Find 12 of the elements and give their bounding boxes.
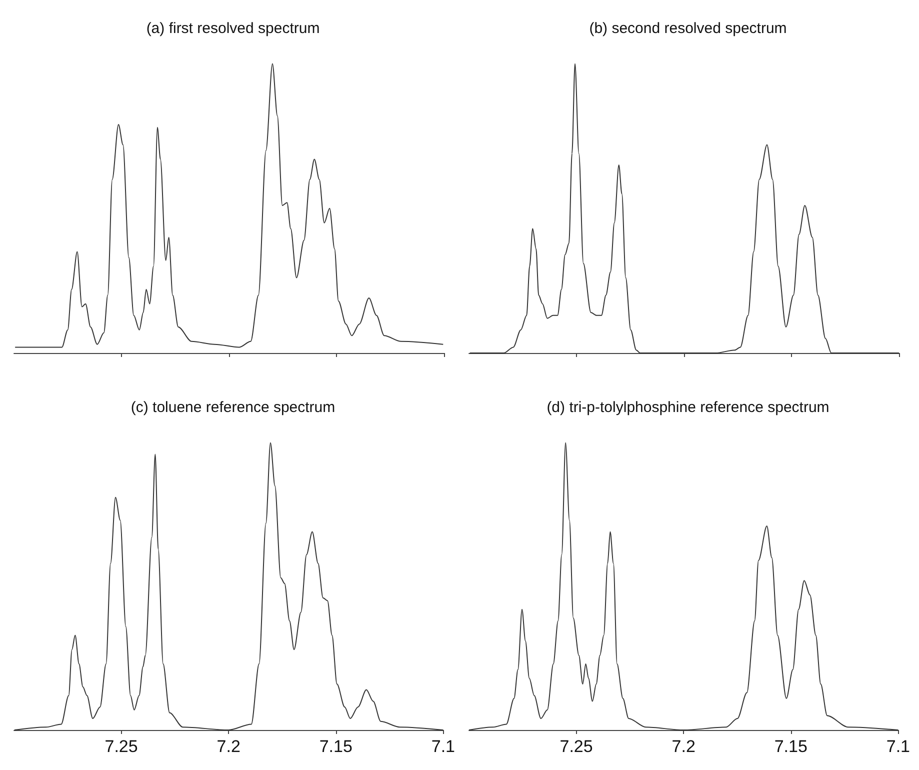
chart-title: (b) second resolved spectrum xyxy=(589,20,787,37)
x-tick-label: 7.25 xyxy=(560,737,593,756)
x-tick-label: 7.15 xyxy=(319,737,352,756)
chart-title: (a) first resolved spectrum xyxy=(146,20,320,37)
x-tick-label: 7.1 xyxy=(886,737,910,756)
chart-title: (c) toluene reference spectrum xyxy=(130,399,336,416)
x-tick-label: 7.15 xyxy=(774,737,808,756)
x-tick-label: 7.25 xyxy=(104,737,138,756)
chart-title: (d) tri-p-tolylphosphine reference spectrum xyxy=(546,399,830,416)
x-tick-label: 7.1 xyxy=(431,737,456,756)
x-tick-label: 7.2 xyxy=(672,737,696,756)
x-tick-label: 7.2 xyxy=(216,737,240,756)
